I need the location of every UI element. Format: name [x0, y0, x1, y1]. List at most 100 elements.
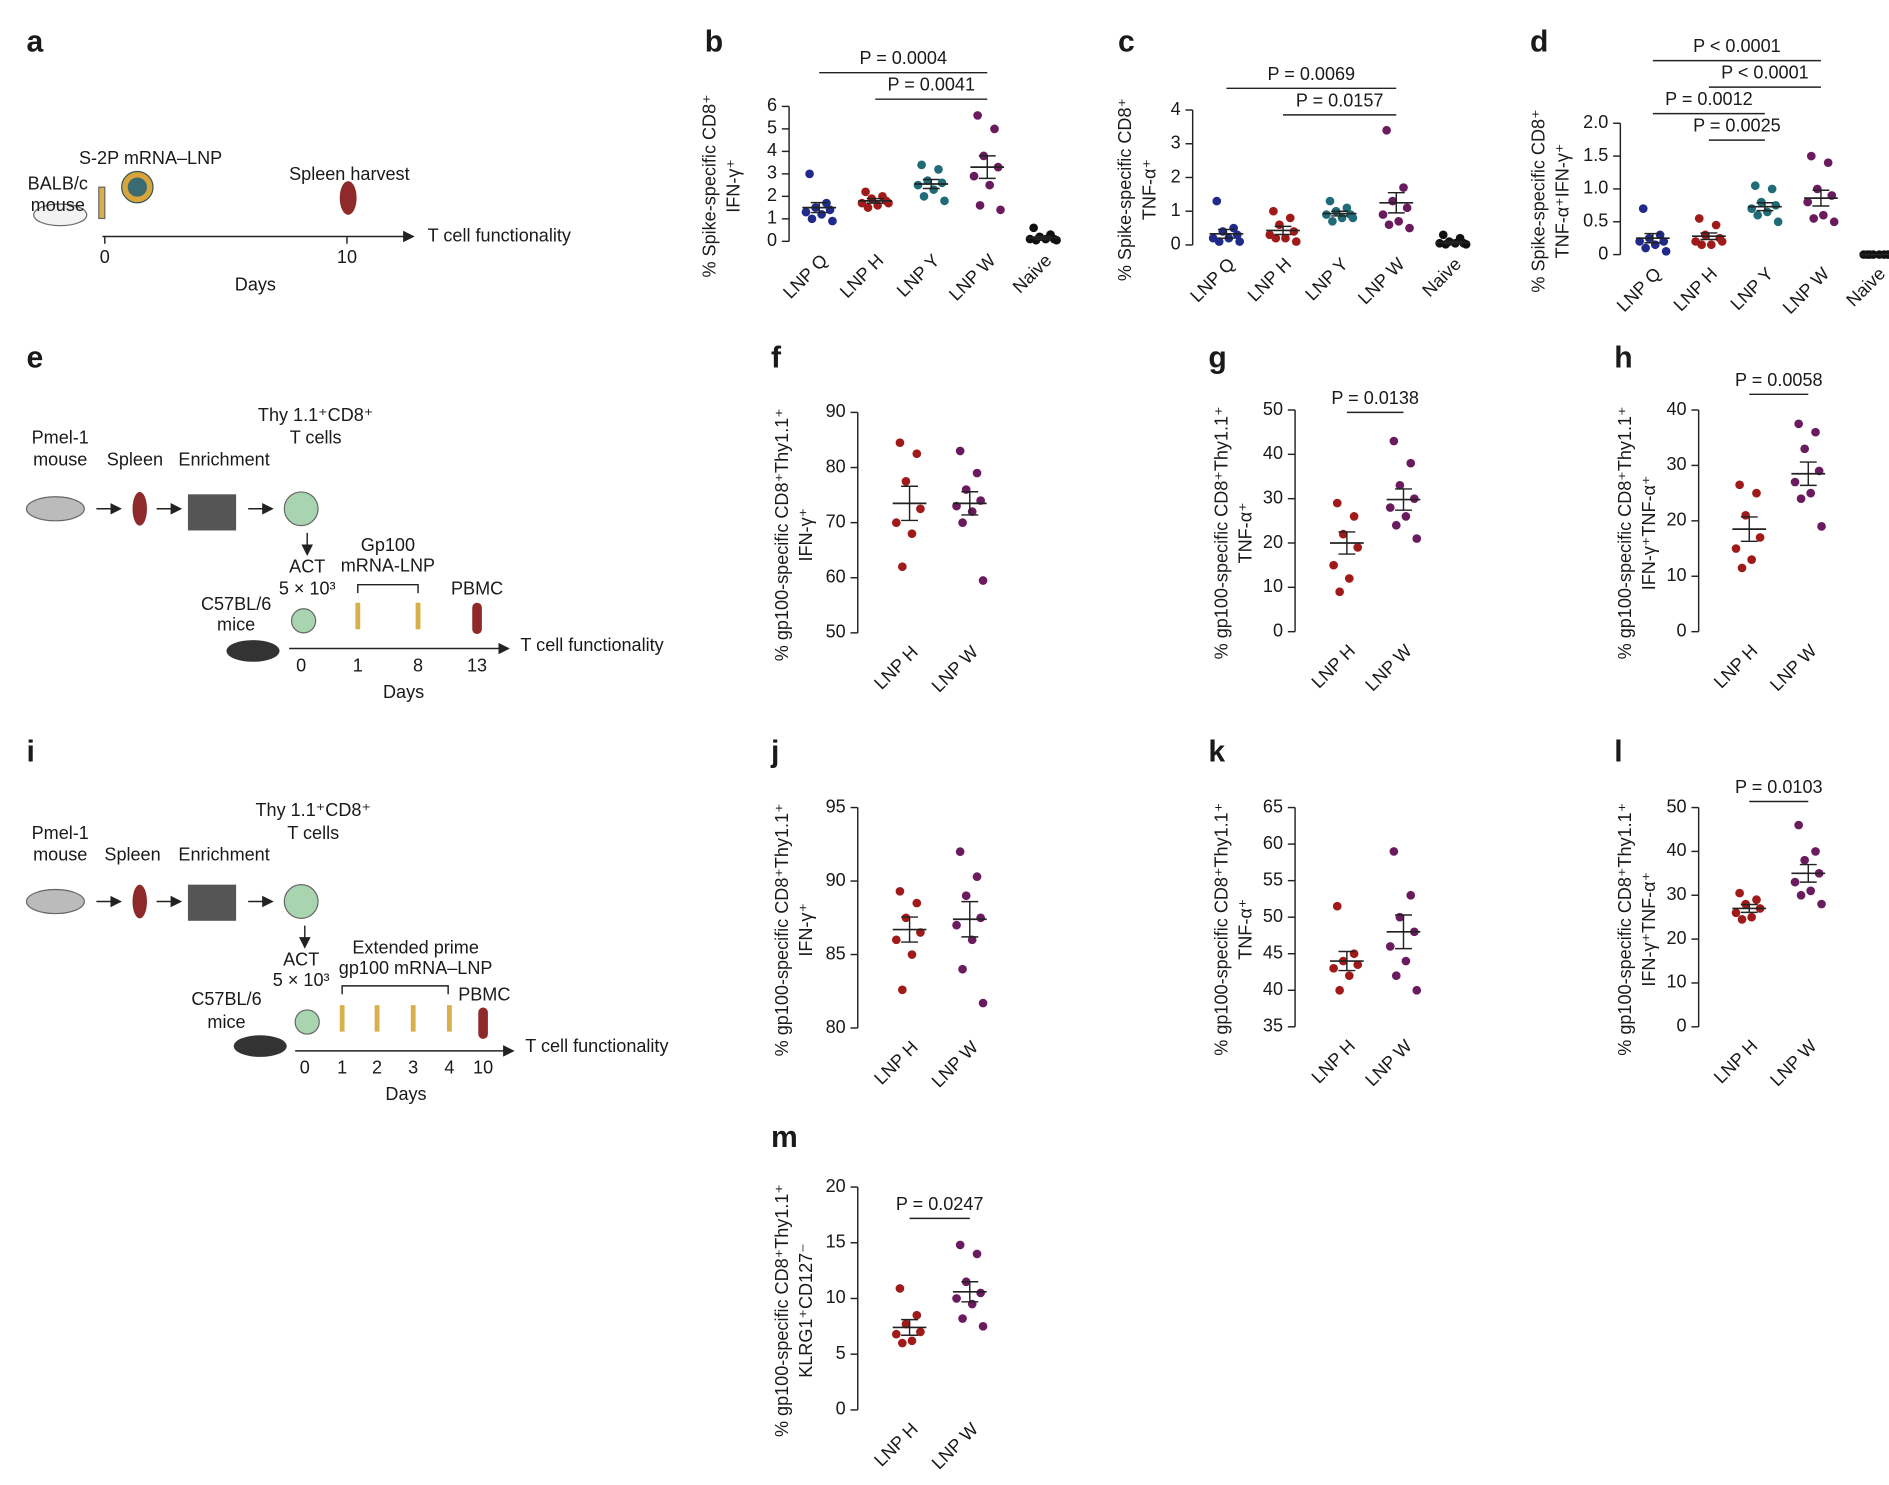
data-point	[1697, 240, 1707, 250]
x-tick-label: LNP H	[1710, 641, 1762, 693]
data-point	[1790, 877, 1800, 887]
data-point	[958, 964, 967, 974]
mouse-icon	[233, 1035, 287, 1057]
day-label: 4	[444, 1058, 454, 1078]
sem-bar	[901, 485, 918, 522]
y-axis-label: % gp100-specific CD8⁺Thy1.1⁺	[772, 1184, 792, 1437]
data-point	[1806, 886, 1816, 896]
x-tick-label: Naive	[1009, 250, 1056, 297]
cells: Thy 1.1⁺CD8⁺	[256, 800, 371, 820]
spleen-icon	[132, 884, 147, 919]
sem-bar	[1644, 232, 1662, 244]
y-axis-label: TNF-α⁺	[1236, 899, 1256, 960]
sem-bar	[866, 197, 884, 204]
p-value: P = 0.0247	[896, 1194, 984, 1214]
data-point	[913, 180, 923, 190]
y-tick-label: 5	[767, 118, 777, 138]
sem-bar	[978, 155, 996, 180]
panel-label: a	[27, 26, 44, 59]
syringe-icon	[410, 1005, 416, 1032]
y-tick-label: 0	[1677, 620, 1687, 640]
y-tick-label: 15	[826, 1232, 846, 1252]
data-point	[1332, 901, 1342, 911]
vaccine: gp100 mRNA–LNP	[339, 958, 493, 978]
panel-label: b	[705, 26, 723, 59]
y-axis-label: % gp100-specific CD8⁺Thy1.1⁺	[1615, 406, 1635, 659]
data-point	[1349, 949, 1359, 959]
y-tick-label: 55	[1263, 869, 1283, 889]
y-axis-label: % Spike-specific CD8⁺	[1115, 98, 1135, 281]
data-point	[1322, 210, 1331, 219]
y-tick-label: 40	[1263, 443, 1283, 463]
y-tick-label: 20	[1667, 510, 1687, 530]
data-point	[978, 576, 988, 585]
x-tick-label: LNP W	[928, 642, 982, 696]
data-point	[1461, 239, 1471, 249]
data-point	[1737, 915, 1747, 924]
sem-bar	[1740, 516, 1758, 543]
y-tick-label: 1	[1171, 200, 1181, 220]
data-point	[961, 891, 971, 901]
p-value: P = 0.0041	[887, 75, 975, 95]
data-point	[1353, 543, 1363, 552]
syringe-icon	[374, 1005, 380, 1032]
data-point	[1823, 158, 1833, 168]
x-tick-label: LNP W	[928, 1037, 982, 1091]
sem-bar	[1799, 863, 1817, 883]
data-point	[807, 214, 817, 224]
data-point	[1029, 223, 1038, 233]
data-point	[955, 847, 965, 856]
data-point	[1731, 544, 1741, 553]
y-tick-label: 50	[1263, 399, 1283, 419]
data-point	[996, 205, 1005, 215]
data-point	[1811, 847, 1820, 856]
donor: Pmel-1	[32, 428, 89, 448]
y-tick-label: 0.5	[1583, 211, 1608, 231]
data-point	[1348, 213, 1358, 223]
data-point	[1803, 197, 1813, 207]
rack-icon	[187, 884, 237, 921]
data-point	[891, 518, 901, 527]
data-point	[1812, 184, 1822, 194]
sem-bar	[961, 491, 979, 516]
bracket	[341, 985, 449, 995]
data-point	[897, 1338, 907, 1348]
data-point	[895, 886, 905, 896]
sem-bar	[1217, 228, 1235, 239]
y-tick-label: 50	[1263, 906, 1283, 926]
y-axis-label: % gp100-specific CD8⁺Thy1.1⁺	[772, 803, 792, 1056]
recipient: mice	[217, 614, 255, 634]
data-point	[901, 1319, 911, 1329]
sem-bar	[1387, 191, 1405, 214]
data-point	[919, 192, 929, 201]
data-point	[1731, 908, 1741, 918]
y-tick-label: 2.0	[1583, 112, 1608, 132]
x-tick-label: LNP Q	[779, 250, 831, 302]
mouse-icon	[226, 640, 280, 662]
y-tick-label: 4	[1171, 99, 1181, 119]
data-point	[912, 898, 922, 908]
y-tick-label: 40	[1667, 399, 1687, 419]
data-point	[1385, 503, 1395, 512]
tube-icon	[472, 602, 482, 635]
data-point	[1767, 184, 1777, 194]
data-point	[895, 438, 905, 448]
y-tick-label: 85	[826, 943, 846, 963]
data-point	[801, 207, 811, 217]
y-tick-label: 5	[836, 1343, 846, 1363]
panel-label: e	[27, 341, 44, 374]
sem-bar	[1331, 210, 1349, 217]
x-tick-label: LNP H	[1308, 641, 1360, 693]
data-point	[1353, 960, 1363, 970]
y-axis-label: IFN-γ⁺TNF-α⁺	[1639, 475, 1659, 590]
readout: T cell functionality	[428, 225, 571, 245]
p-value: P = 0.0025	[1693, 116, 1781, 136]
data-point	[1328, 217, 1337, 226]
data-point	[1794, 820, 1803, 830]
axis-label: Days	[235, 275, 276, 295]
y-axis-label: TNF-α⁺IFN-γ⁺	[1552, 144, 1572, 259]
y-tick-label: 2	[767, 185, 777, 205]
data-point	[1344, 574, 1354, 583]
data-point	[1790, 477, 1800, 487]
